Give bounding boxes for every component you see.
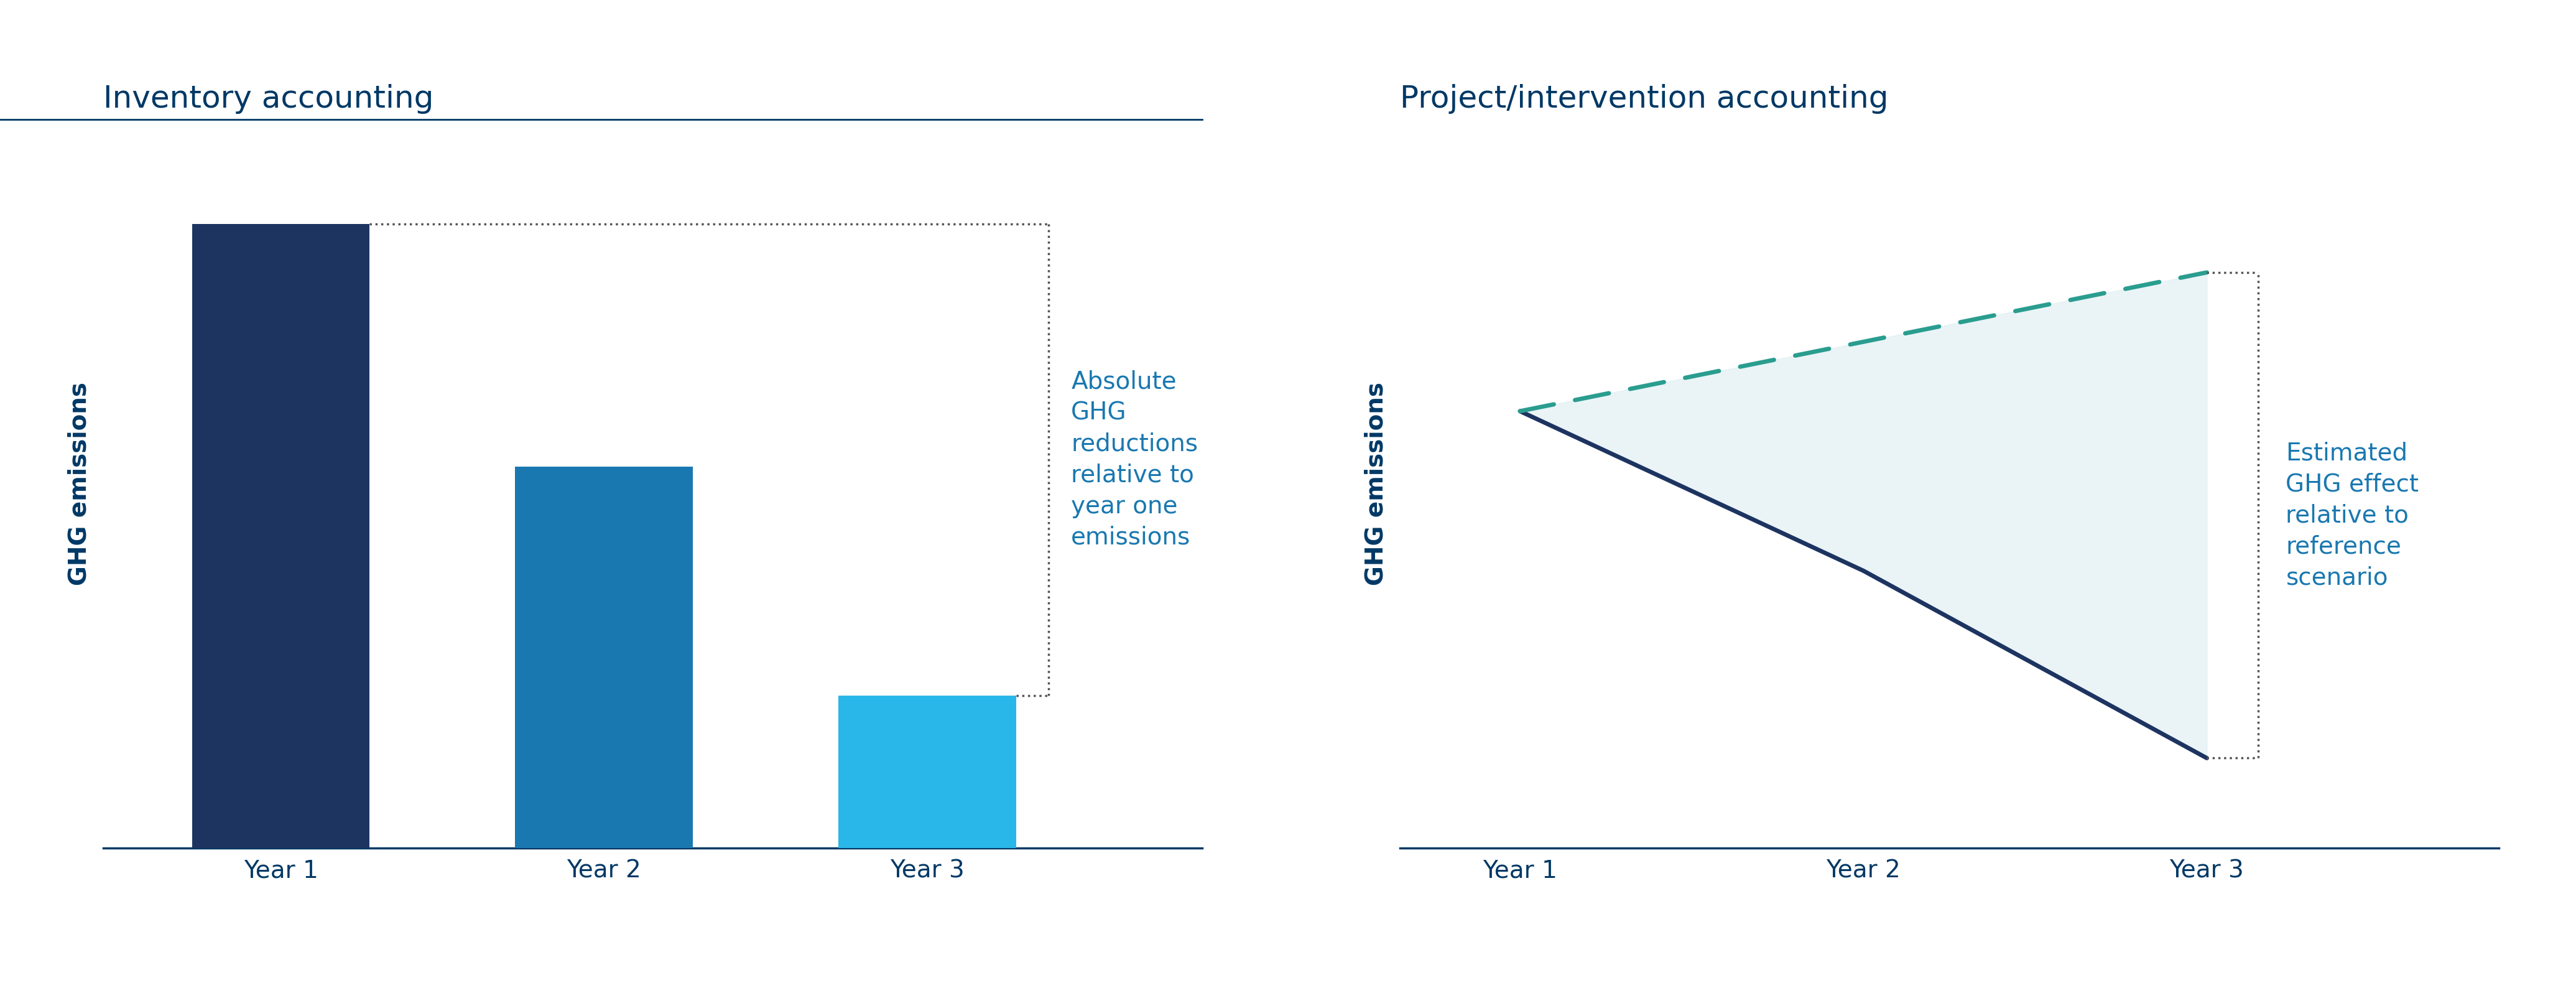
Bar (837, 696, 1015, 848)
Y-axis label: GHG emissions: GHG emissions (67, 382, 90, 586)
Text: Estimated
GHG effect
relative to
reference
scenario: Estimated GHG effect relative to referen… (2285, 441, 2419, 589)
Text: Project/intervention accounting: Project/intervention accounting (1399, 84, 1888, 114)
Y-axis label: GHG emissions: GHG emissions (1365, 382, 1388, 586)
Text: Inventory accounting: Inventory accounting (103, 84, 433, 114)
Bar (193, 224, 371, 848)
Text: Absolute
GHG
reductions
relative to
year one
emissions: Absolute GHG reductions relative to year… (1072, 370, 1198, 549)
Bar (515, 467, 693, 848)
